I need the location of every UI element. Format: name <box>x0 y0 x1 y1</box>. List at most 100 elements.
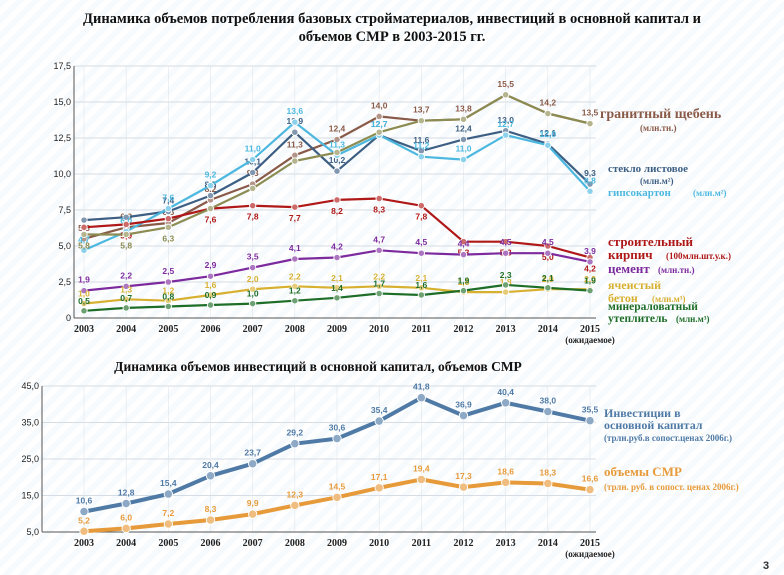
series-glass-label-2: 7,4 <box>162 195 174 205</box>
series-mineral-point-10 <box>502 281 510 289</box>
chart-0-xtick-0: 2003 <box>74 324 94 335</box>
series-smr-point-7 <box>374 483 384 493</box>
chart-0-xtick-11: 2014 <box>538 324 558 335</box>
series-glass-point-9 <box>459 135 468 144</box>
chart-1-xtick-0: 2003 <box>74 538 94 549</box>
series-smr-label-0: 5,2 <box>78 515 90 525</box>
brick-legend-line2: кирпич <box>608 247 653 262</box>
mineral-legend-unit: (млн.м³) <box>676 314 709 324</box>
series-invest-point-0 <box>79 506 89 517</box>
series-concrete-label-8: 2,1 <box>415 273 427 283</box>
series-concrete-point-8 <box>417 284 425 292</box>
series-smr: 5,2 6,0 7,2 8,3 9,9 12,3 14,5 17,1 19,4 17,3 18,6 1… <box>78 463 599 536</box>
series-gypsum-label-8: 11,2 <box>413 141 429 151</box>
series-invest-label-2: 15,4 <box>160 478 177 488</box>
series-brick-point-10 <box>502 238 510 246</box>
page-title-line1: Динамика объемов потребления базовых стр… <box>82 11 701 27</box>
series-brick-label-7: 8,3 <box>373 204 385 214</box>
series-gypsum-label-7: 12,7 <box>371 119 388 129</box>
series-brick-label-11: 5,0 <box>542 252 554 262</box>
series-smr-point-12 <box>585 485 595 495</box>
series-smr-label-9: 17,3 <box>455 471 472 481</box>
concrete-legend-main: ячеистый <box>608 278 661 292</box>
concrete-legend-unit: (млн.м³) <box>652 294 685 304</box>
series-cement-point-11 <box>544 249 552 257</box>
series-smr-point-8 <box>416 474 426 485</box>
series-mineral: 0,5 0,7 0,8 0,9 1,0 1,2 1,4 1,7 1,6 1,9 2,3 2,1 1,9 <box>78 270 596 315</box>
chart-1-xtick-6: 2009 <box>327 538 347 549</box>
series-invest: 10,6 12,8 15,4 20,4 23,7 29,2 30,6 35,4 41,8 36,9… <box>76 382 599 517</box>
series-concrete-point-4 <box>249 285 257 293</box>
gypsum-legend-unit: (млн.м²) <box>693 188 726 198</box>
brick-legend-main: строительный <box>608 234 693 249</box>
series-mineral-label-1: 0,7 <box>120 293 132 303</box>
series-invest-point-5 <box>290 439 300 449</box>
series-mineral-point-8 <box>417 291 425 299</box>
series-cement-point-12 <box>586 258 594 266</box>
series-limestone-point-8 <box>417 117 425 125</box>
series-smr-label-2: 7,2 <box>162 508 174 518</box>
series-gypsum-label-10: 12,7 <box>497 119 514 129</box>
series-granite-point-6 <box>333 135 341 144</box>
series-glass-label-9: 12,4 <box>455 123 472 133</box>
series-gypsum-point-5 <box>291 118 299 126</box>
series-brick-point-8 <box>417 202 425 210</box>
series-mineral-point-5 <box>291 297 299 305</box>
series-limestone-point-6 <box>333 148 341 157</box>
series-concrete-label-7: 2,2 <box>373 271 385 281</box>
series-mineral-label-6: 1,4 <box>331 283 343 293</box>
chart-1-xtick-5: 2008 <box>285 538 305 549</box>
chart-1-xtick-9: 2012 <box>454 538 474 549</box>
series-limestone-point-11 <box>544 109 552 118</box>
series-mineral-label-5: 1,2 <box>289 286 301 296</box>
series-smr-point-4 <box>248 509 258 519</box>
series-brick-label-5: 7,7 <box>289 213 301 223</box>
series-gypsum-label-1: 6,0 <box>120 216 132 226</box>
chart-1-xtick-7: 2010 <box>369 538 389 549</box>
series-smr-label-12: 16,6 <box>582 474 599 484</box>
chart-0-xtick-9: 2012 <box>454 324 474 335</box>
series-gypsum-label-11: 12,0 <box>540 129 557 139</box>
series-invest-label-4: 23,7 <box>244 448 261 458</box>
series-mineral-label-11: 2,1 <box>542 273 554 283</box>
chart-0-xnote: (ожидаемое) <box>565 335 615 345</box>
series-smr-point-11 <box>543 478 553 489</box>
series-concrete-label-4: 2,0 <box>247 274 259 284</box>
chart-0-ytick-1: 2,5 <box>58 277 71 287</box>
series-gypsum-point-11 <box>544 141 552 149</box>
series-smr-label-10: 18,6 <box>497 466 514 476</box>
series-granite-label-5: 11,3 <box>287 139 303 149</box>
chart-0-ytick-3: 7,5 <box>58 205 71 215</box>
chart-1-xtick-11: 2014 <box>538 538 558 549</box>
series-granite-label-12: 13,5 <box>582 108 599 118</box>
chart-1-xtick-4: 2007 <box>243 538 263 549</box>
series-limestone-point-4 <box>249 184 257 193</box>
series-mineral-point-4 <box>249 299 257 308</box>
chart-0-xtick-4: 2007 <box>243 324 263 335</box>
brick-legend-unit: (100млн.шт.у.к.) <box>666 251 731 261</box>
series-gypsum-point-2 <box>164 204 172 213</box>
series-brick-label-6: 8,2 <box>331 206 343 216</box>
series-mineral-point-3 <box>206 301 215 309</box>
series-invest-label-3: 20,4 <box>202 460 219 470</box>
series-brick-point-6 <box>333 196 341 204</box>
series-smr-point-2 <box>163 519 173 529</box>
series-smr-label-4: 9,9 <box>247 498 259 508</box>
series-concrete-label-11: 2,0 <box>542 274 554 284</box>
series-concrete-point-3 <box>206 291 215 299</box>
series-granite-label-10: 15,5 <box>497 79 514 89</box>
series-smr-point-10 <box>501 477 511 488</box>
series-concrete-label-1: 1,3 <box>120 284 132 294</box>
series-cement-point-5 <box>291 255 299 263</box>
chart-0-xtick-5: 2008 <box>285 324 305 335</box>
series-invest-label-8: 41,8 <box>413 382 430 392</box>
series-brick-point-0 <box>80 223 88 231</box>
series-cement-point-10 <box>502 249 510 257</box>
series-cement-label-8: 4,5 <box>415 237 427 247</box>
chart-0-ytick-0: 0 <box>66 313 71 323</box>
invest-legend-unit: (трлн.руб.в сопост.ценах 2006г.) <box>604 433 732 443</box>
series-limestone-point-9 <box>459 115 468 123</box>
chart-1-ytick-0: 5,0 <box>26 527 39 537</box>
chart-0-xtick-8: 2011 <box>412 324 431 335</box>
series-mineral-label-0: 0,5 <box>78 296 90 306</box>
